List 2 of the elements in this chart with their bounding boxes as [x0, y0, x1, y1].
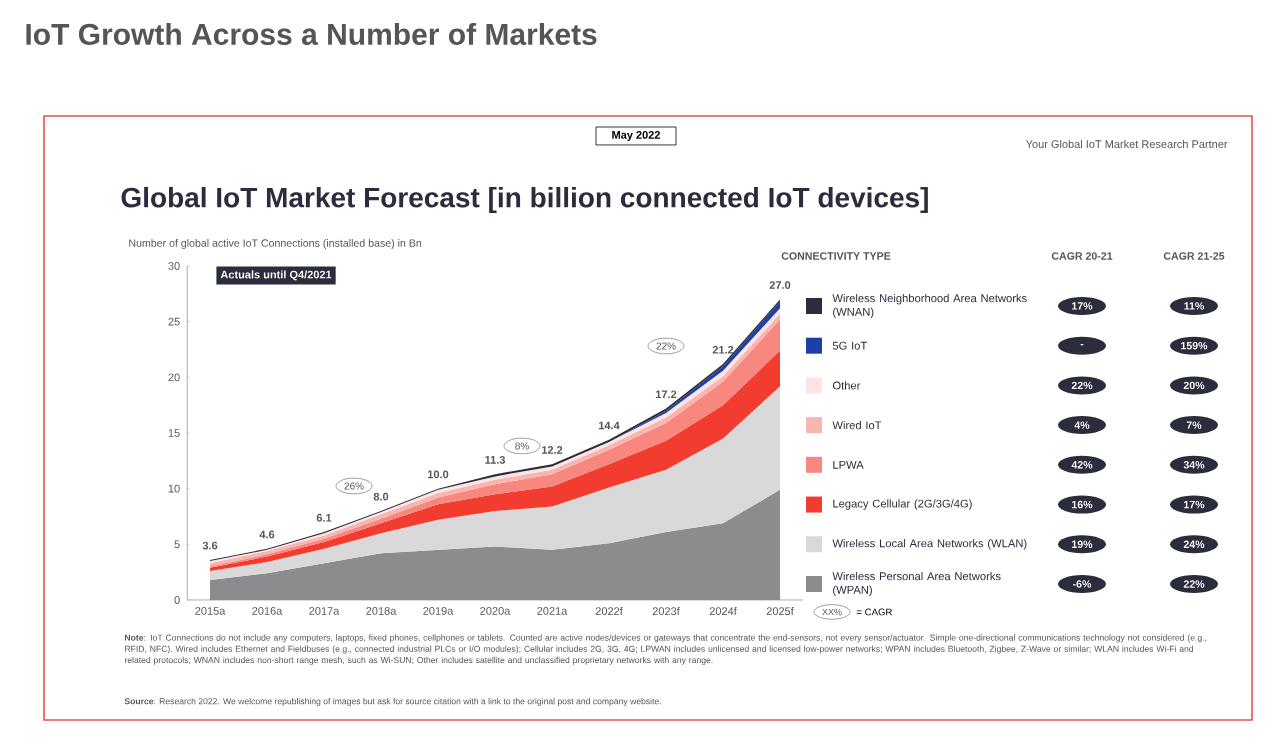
chart-title: IoT Growth Across a Number of Markets — [26, 22, 597, 45]
chart-subtitle: Global IoT Market Forecast [in billion connected IoT devices] — [121, 186, 928, 214]
